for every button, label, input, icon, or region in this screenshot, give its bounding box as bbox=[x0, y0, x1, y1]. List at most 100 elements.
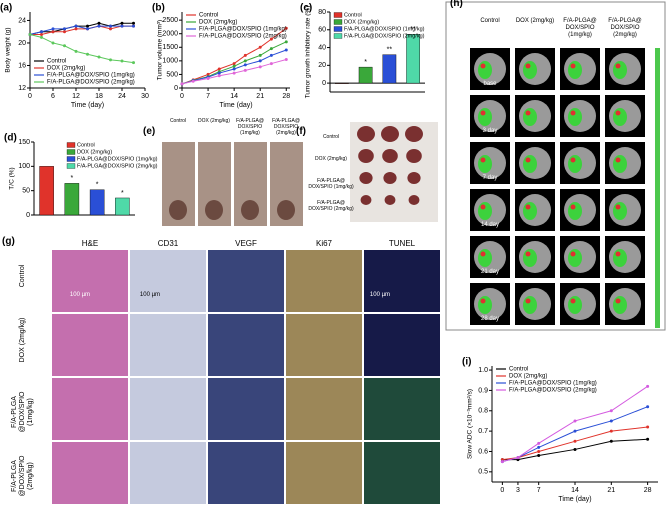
y-tick-label: 0.5 bbox=[478, 469, 488, 476]
data-point bbox=[120, 21, 124, 25]
data-point bbox=[609, 409, 613, 413]
legend-swatch bbox=[333, 26, 343, 32]
bar bbox=[64, 183, 80, 216]
legend-label: F/A-PLGA@DOX/SPIO (1mg/kg) bbox=[77, 156, 158, 162]
legend-swatch bbox=[66, 149, 76, 155]
legend-label: Control bbox=[77, 142, 95, 148]
mri-hot bbox=[525, 110, 531, 116]
row-label: DOX (2mg/kg) bbox=[19, 317, 26, 363]
data-point bbox=[232, 62, 236, 66]
data-point bbox=[217, 71, 221, 75]
data-point bbox=[40, 30, 43, 34]
mri-tumor bbox=[568, 249, 582, 267]
data-point bbox=[40, 33, 43, 37]
row-label: F/A-PLGA@ DOX/SPIO (1mg/kg) bbox=[308, 178, 354, 190]
legend-label: DOX (2mg/kg) bbox=[199, 20, 237, 26]
panel-label: (f) bbox=[296, 126, 306, 137]
column-label: Control bbox=[480, 18, 500, 24]
y-tick-label: 24 bbox=[18, 17, 26, 24]
data-point bbox=[537, 445, 541, 449]
tumor bbox=[205, 200, 223, 220]
micrograph bbox=[286, 250, 362, 312]
data-point bbox=[243, 59, 247, 63]
data-point bbox=[243, 68, 247, 72]
legend-label: Control bbox=[344, 12, 362, 18]
row-label: 14 day bbox=[480, 222, 499, 228]
data-point bbox=[258, 45, 262, 49]
series-line bbox=[29, 25, 134, 36]
column-label: TUNEL bbox=[388, 239, 416, 248]
legend-label: F/A-PLGA@DOX/SPIO (2mg/kg) bbox=[509, 388, 597, 394]
x-tick-label: 21 bbox=[256, 93, 264, 100]
mri-tumor bbox=[613, 61, 627, 79]
tumor bbox=[383, 172, 397, 184]
column-label: F/A-PLGA@ DOX/SPIO (1mg/kg) bbox=[563, 18, 597, 38]
significance: * bbox=[364, 59, 367, 66]
y-tick-label: 2000 bbox=[162, 31, 178, 38]
micrograph bbox=[52, 250, 128, 312]
y-tick-label: 2500 bbox=[162, 17, 178, 24]
micrograph bbox=[52, 314, 128, 376]
micrograph bbox=[364, 314, 440, 376]
x-tick-label: 18 bbox=[95, 93, 103, 100]
mri-tumor bbox=[568, 61, 582, 79]
x-axis-label: Time (day) bbox=[558, 496, 591, 503]
mri-hot bbox=[480, 204, 486, 210]
mri-tumor bbox=[478, 296, 492, 314]
tumor bbox=[169, 200, 187, 220]
mri-hot bbox=[570, 157, 576, 163]
data-point bbox=[120, 59, 124, 63]
y-axis-label: T/C (%) bbox=[9, 167, 16, 189]
panel-label: (h) bbox=[450, 0, 463, 9]
legend-label: F/A-PLGA@DOX/SPIO (2mg/kg) bbox=[344, 33, 425, 39]
y-tick-label: 500 bbox=[166, 71, 178, 78]
y-tick-label: 100 bbox=[18, 163, 30, 170]
column-label: H&E bbox=[81, 239, 99, 248]
mri-tumor bbox=[478, 108, 492, 126]
data-point bbox=[232, 67, 236, 71]
legend-swatch bbox=[333, 19, 343, 25]
data-point bbox=[217, 67, 221, 71]
data-point bbox=[269, 53, 273, 57]
data-point bbox=[132, 24, 135, 28]
tumor bbox=[277, 200, 295, 220]
y-axis-label: Tumor growth inhibitory rate (%) bbox=[305, 6, 312, 99]
mri-hot bbox=[615, 251, 621, 257]
x-tick-label: 7 bbox=[206, 93, 210, 100]
tumor bbox=[357, 126, 375, 142]
column-label: VEGF bbox=[235, 239, 257, 248]
y-tick-label: 50 bbox=[22, 188, 30, 195]
scale-bar-label: 100 µm bbox=[369, 292, 391, 298]
x-tick-label: 12 bbox=[72, 93, 80, 100]
data-point bbox=[63, 27, 66, 31]
panel-label: (b) bbox=[152, 3, 165, 14]
x-axis-label: Time (day) bbox=[219, 102, 252, 109]
legend-label: F/A-PLGA@DOX/SPIO (1mg/kg) bbox=[199, 27, 287, 33]
x-tick-label: 0 bbox=[500, 487, 504, 494]
micrograph bbox=[208, 250, 284, 312]
micrograph bbox=[130, 378, 206, 440]
y-axis-label: Tumor volume (mm³) bbox=[157, 20, 164, 80]
data-point bbox=[132, 21, 135, 25]
mri-hot bbox=[525, 63, 531, 69]
y-tick-label: 0.8 bbox=[478, 408, 488, 415]
y-axis-label: Body weight (g) bbox=[5, 27, 12, 72]
series-line bbox=[502, 438, 648, 461]
data-point bbox=[28, 33, 32, 37]
data-point bbox=[243, 53, 247, 57]
bar bbox=[39, 166, 54, 216]
panel-label: (d) bbox=[4, 133, 17, 144]
column-label: F/A-PLGA@ DOX/SPIO (2mg/kg) bbox=[608, 18, 642, 38]
mri-tumor bbox=[613, 202, 627, 220]
y-tick-label: 1.0 bbox=[478, 367, 488, 374]
data-point bbox=[537, 449, 541, 453]
y-tick-label: 150 bbox=[18, 139, 30, 146]
x-tick-label: 0 bbox=[180, 93, 184, 100]
data-point bbox=[74, 24, 78, 28]
legend-label: DOX (2mg/kg) bbox=[77, 149, 112, 155]
micrograph bbox=[130, 314, 206, 376]
x-tick-label: 28 bbox=[644, 487, 652, 494]
data-point bbox=[243, 63, 247, 67]
